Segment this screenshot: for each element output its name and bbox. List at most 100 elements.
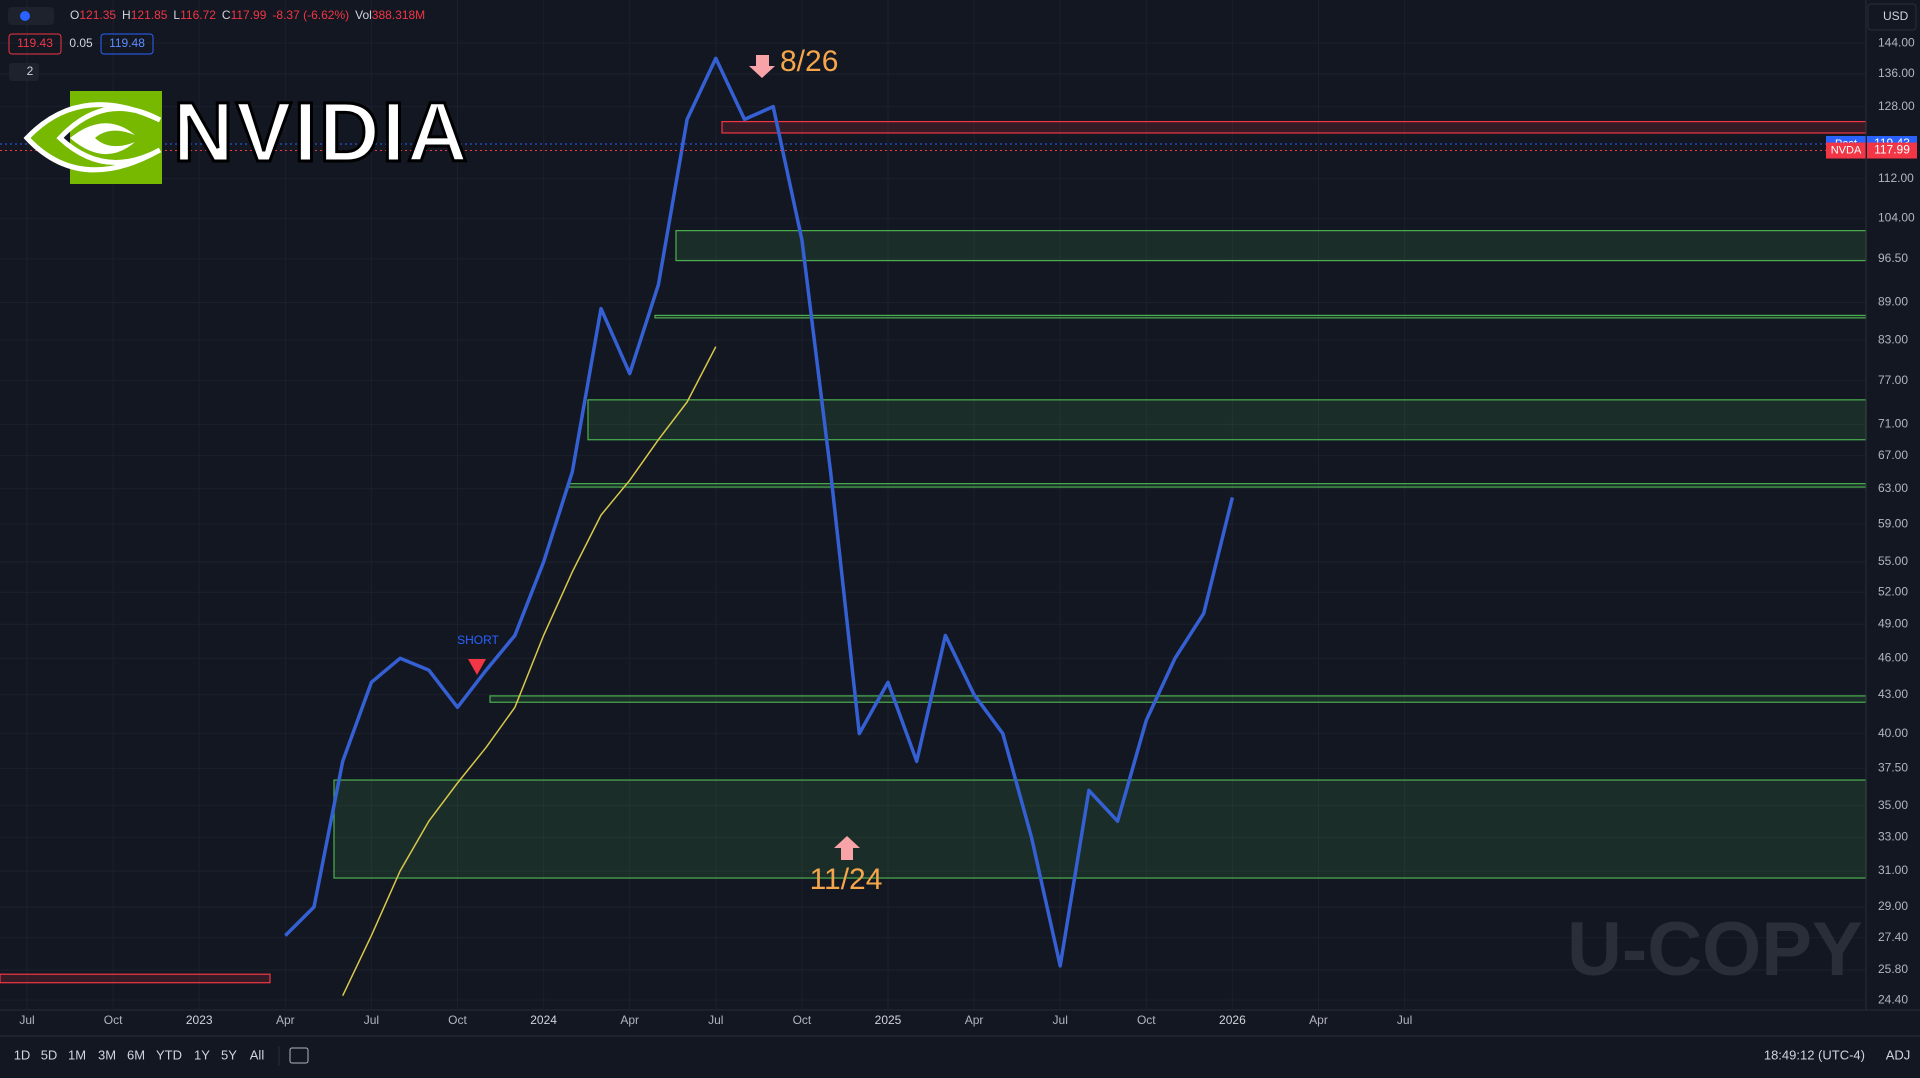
indicator-toggle[interactable] <box>9 63 39 81</box>
legend-part: L <box>173 8 180 22</box>
x-tick-label: Jul <box>1053 1013 1068 1027</box>
annotation-arrow <box>468 659 486 675</box>
ask: 119.48 <box>109 36 145 50</box>
annotation-arrow <box>834 836 860 860</box>
price-tag-name-box <box>1826 142 1866 159</box>
grid <box>0 0 1866 1009</box>
y-tick-label: 46.00 <box>1878 650 1908 664</box>
timeframe-button[interactable]: 1D <box>14 1047 31 1062</box>
x-tick-label: Apr <box>1309 1013 1328 1027</box>
timeframe-button[interactable]: 5D <box>41 1047 58 1062</box>
ohlc-legend: O121.35 H121.85 L116.72 C117.99 -8.37 (-6.62… <box>70 8 425 22</box>
x-tick-label: Jul <box>19 1013 34 1027</box>
price-tag-box <box>1867 142 1917 159</box>
y-tick-label: 29.00 <box>1878 899 1908 913</box>
y-tick-label: 136.00 <box>1878 66 1915 80</box>
x-tick-label: Oct <box>793 1013 812 1027</box>
toolbar: 1D 5D 1M 3M 6M YTD 1Y 5Y All <box>14 1046 309 1066</box>
timeframe-button[interactable]: All <box>250 1047 265 1062</box>
clock: 18:49:12 (UTC-4) <box>1764 1047 1865 1062</box>
spread: 0.05 <box>69 36 93 50</box>
indicator-count: 2 <box>27 64 34 78</box>
bid-box <box>8 33 62 55</box>
y-tick-label: 33.00 <box>1878 830 1908 844</box>
y-tick-label: 35.00 <box>1878 798 1908 812</box>
adj-button[interactable]: ADJ <box>1886 1047 1911 1062</box>
zone <box>675 230 1867 262</box>
badge-dot <box>20 11 30 21</box>
zone <box>0 973 271 984</box>
zone <box>568 483 1867 488</box>
y-tick-label: 31.00 <box>1878 863 1908 877</box>
zone <box>654 314 1867 319</box>
x-tick-label: 2023 <box>186 1013 213 1027</box>
timeframe-button[interactable]: 1M <box>68 1047 86 1062</box>
timeframe-button[interactable]: 6M <box>127 1047 145 1062</box>
legend-part: Vol <box>355 8 372 22</box>
y-tick-label: 40.00 <box>1878 726 1908 740</box>
y-tick-label: 37.50 <box>1878 761 1908 775</box>
logo-eye-inner <box>70 123 135 155</box>
x-tick-label: Oct <box>448 1013 467 1027</box>
y-tick-label: 96.50 <box>1878 251 1908 265</box>
x-tick-label: Jul <box>364 1013 379 1027</box>
legend-part: 116.72 <box>180 8 216 22</box>
x-tick-label: 2025 <box>875 1013 902 1027</box>
y-tick-label: 49.00 <box>1878 616 1908 630</box>
zones <box>0 120 1867 984</box>
annotation: 11/24 <box>810 863 883 896</box>
x-tick-label: Jul <box>708 1013 723 1027</box>
y-tick-label: 71.00 <box>1878 417 1908 431</box>
zone <box>333 779 1867 879</box>
zone <box>489 695 1867 703</box>
logo: NVIDIA <box>23 84 470 184</box>
symbol-badge <box>8 7 54 25</box>
timeframe-button[interactable]: 3M <box>98 1047 116 1062</box>
price-tag-value: 117.99 <box>1874 143 1910 157</box>
date-range-button[interactable] <box>289 1047 309 1064</box>
currency: USD <box>1883 9 1909 23</box>
y-tick-label: 104.00 <box>1878 211 1915 225</box>
currency-button[interactable] <box>1867 3 1917 31</box>
x-tick-label: 2024 <box>530 1013 557 1027</box>
legend-part: 388.318M <box>372 8 425 22</box>
header: O121.35 H121.85 L116.72 C117.99 -8.37 (-6.62… <box>8 3 1917 81</box>
legend-part: H <box>122 8 131 22</box>
timeframe-button[interactable]: 5Y <box>221 1047 237 1062</box>
legend-part: -8.37 (-6.62%) <box>272 8 349 22</box>
legend-part: 121.35 <box>79 8 116 22</box>
zone <box>721 120 1867 134</box>
y-tick-label: 52.00 <box>1878 584 1908 598</box>
x-tick-label: Apr <box>276 1013 295 1027</box>
legend-part: O <box>70 8 79 22</box>
legend-part: 117.99 <box>231 8 267 22</box>
y-tick-label: 112.00 <box>1878 171 1914 185</box>
y-tick-label: 77.00 <box>1878 373 1908 387</box>
x-tick-label: Oct <box>104 1013 123 1027</box>
bid: 119.43 <box>17 36 53 50</box>
y-tick-label: 59.00 <box>1878 516 1908 530</box>
legend-part: C <box>222 8 231 22</box>
y-tick-label: 25.80 <box>1878 962 1908 976</box>
y-tick-label: 83.00 <box>1878 332 1908 346</box>
x-tick-label: Apr <box>620 1013 639 1027</box>
y-tick-label: 67.00 <box>1878 448 1908 462</box>
annotation: SHORT <box>457 633 499 647</box>
y-tick-label: 128.00 <box>1878 99 1915 113</box>
annotation: 8/26 <box>780 45 838 78</box>
price-line <box>284 56 1235 968</box>
y-tick-label: 27.40 <box>1878 930 1908 944</box>
logo-eye <box>23 102 162 173</box>
annotation-arrow <box>749 55 775 78</box>
zone <box>587 399 1867 441</box>
y-tick-label: 63.00 <box>1878 481 1908 495</box>
y-tick-label: 43.00 <box>1878 687 1908 701</box>
moving-average-line <box>342 346 717 997</box>
logo-text: NVIDIA <box>173 85 470 179</box>
timeframe-button[interactable]: 1Y <box>194 1047 210 1062</box>
timeframe-button[interactable]: YTD <box>156 1047 182 1062</box>
y-tick-label: 55.00 <box>1878 554 1908 568</box>
y-tick-label: 24.40 <box>1878 992 1908 1006</box>
